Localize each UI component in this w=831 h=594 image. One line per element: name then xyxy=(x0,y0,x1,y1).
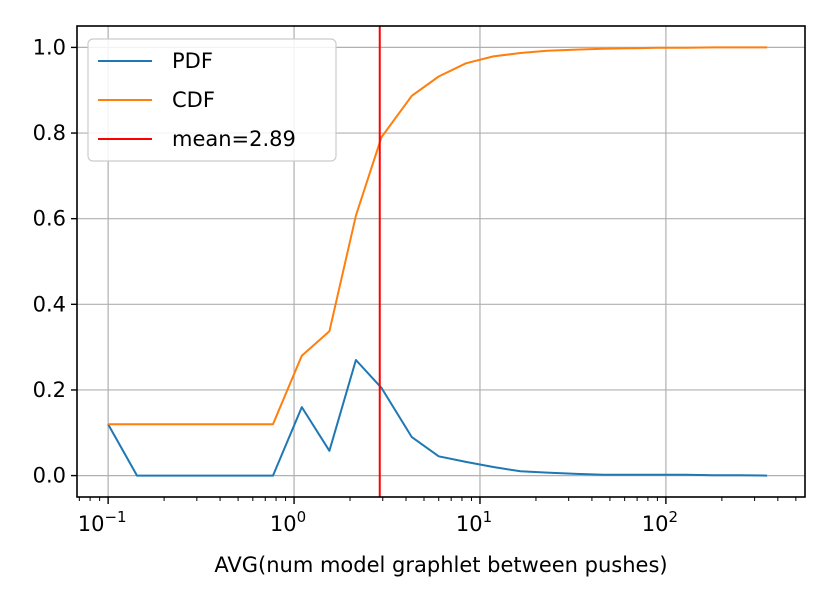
legend-label-pdf: PDF xyxy=(172,49,213,73)
series-line-pdf xyxy=(107,359,768,477)
tick-layer: 0.0 0.2 0.4 0.6 0.8 1.0 10−1 100 101 102 xyxy=(33,35,797,536)
x-tick-label: 102 xyxy=(642,508,678,536)
y-tick-label: 1.0 xyxy=(33,35,66,59)
x-tick-label: 100 xyxy=(270,508,306,536)
y-tick-label: 0.0 xyxy=(33,464,66,488)
x-axis-label: AVG(num model graphlet between pushes) xyxy=(214,553,667,577)
plot-frame xyxy=(76,25,806,498)
y-tick-label: 0.6 xyxy=(33,207,66,231)
y-tick-label: 0.2 xyxy=(33,378,66,402)
legend: PDF CDF mean=2.89 xyxy=(87,38,337,162)
legend-label-mean: mean=2.89 xyxy=(172,127,296,151)
y-tick-label: 0.4 xyxy=(33,292,66,316)
legend-label-cdf: CDF xyxy=(172,88,215,112)
x-tick-label: 10−1 xyxy=(78,508,127,536)
legend-box xyxy=(87,38,337,162)
series-layer xyxy=(107,26,768,497)
x-tick-label: 101 xyxy=(456,508,492,536)
y-tick-label: 0.8 xyxy=(33,121,66,145)
